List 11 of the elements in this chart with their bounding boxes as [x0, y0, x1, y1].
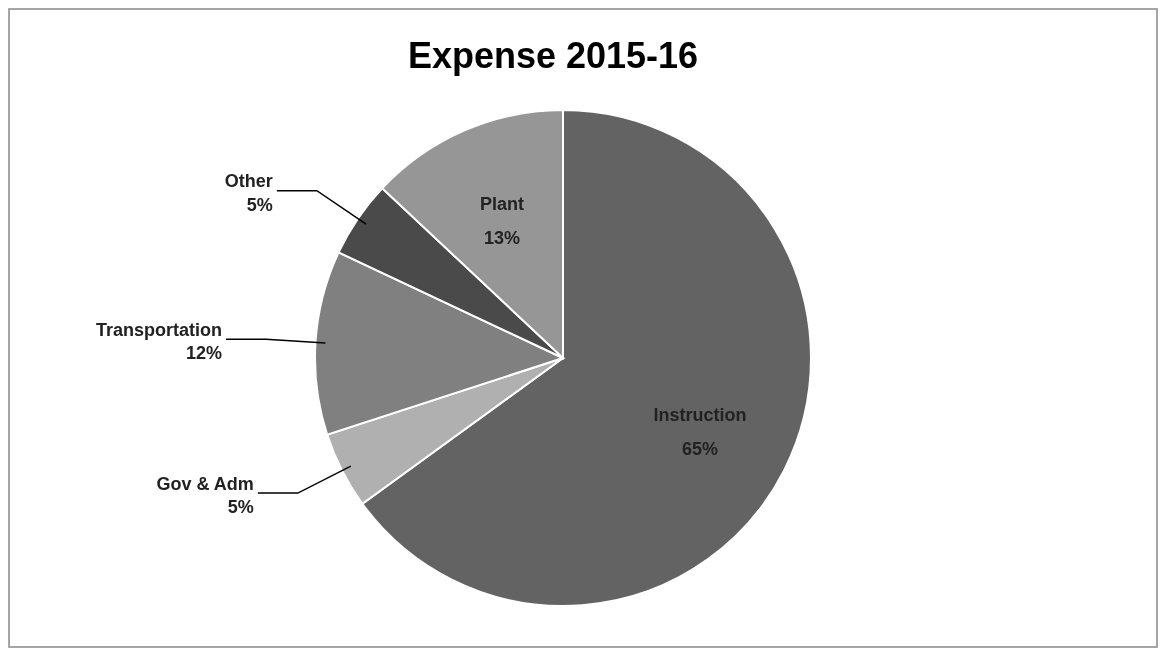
data-label: 5% [246, 194, 273, 215]
slice-label: Plant [479, 193, 524, 214]
slice-label: Transportation [95, 319, 222, 340]
data-label: 5% [227, 496, 254, 517]
slice-label: Instruction [653, 404, 747, 425]
chart-title: Expense 2015-16 [407, 35, 699, 76]
slice-label: Gov & Adm [156, 473, 254, 494]
slice-label: Other [224, 171, 273, 192]
data-label: 13% [483, 227, 520, 248]
data-label: 12% [185, 343, 222, 364]
data-label: 65% [681, 438, 719, 459]
